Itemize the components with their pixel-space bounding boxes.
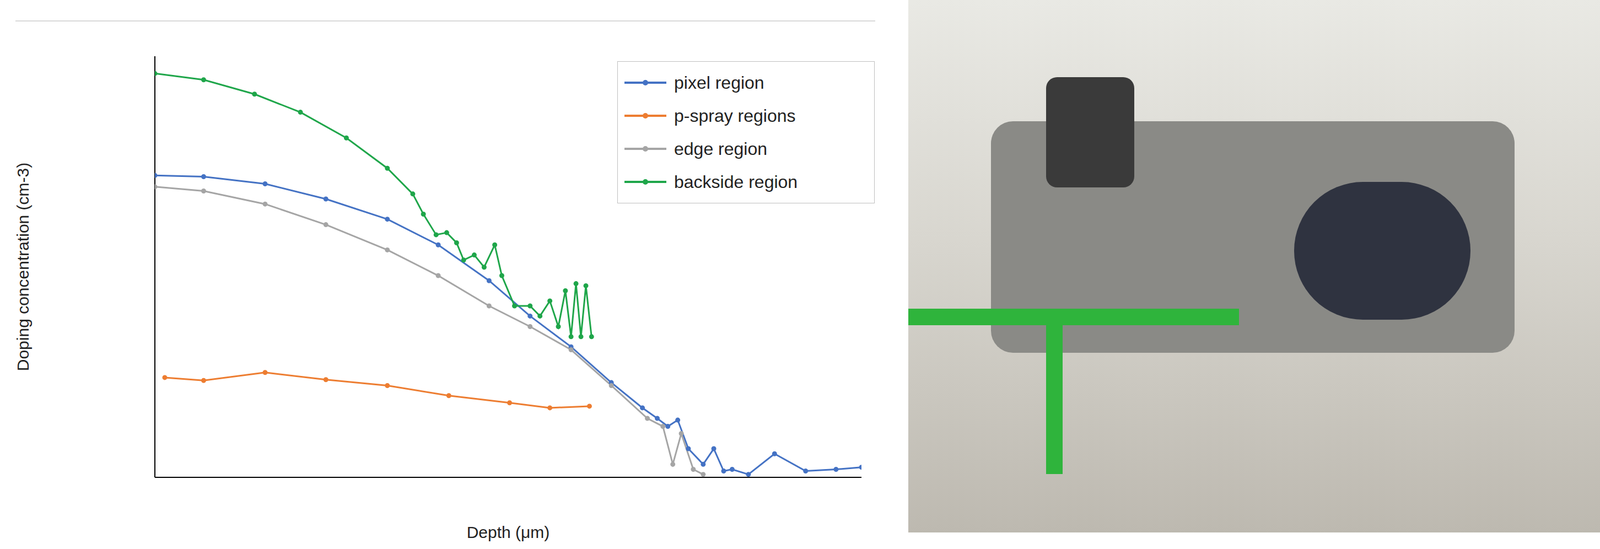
html-text:edge region: edge region — [674, 138, 768, 159]
svg-text:Depth (μm): Depth (μm) — [466, 523, 551, 542]
html-text:p-spray regions: p-spray regions — [674, 105, 796, 126]
html-text:pixel region: pixel region — [674, 72, 765, 93]
html-text:backside region: backside region — [674, 171, 798, 192]
svg-text:Doping concentration (cm-3): Doping concentration (cm-3) — [13, 162, 32, 372]
